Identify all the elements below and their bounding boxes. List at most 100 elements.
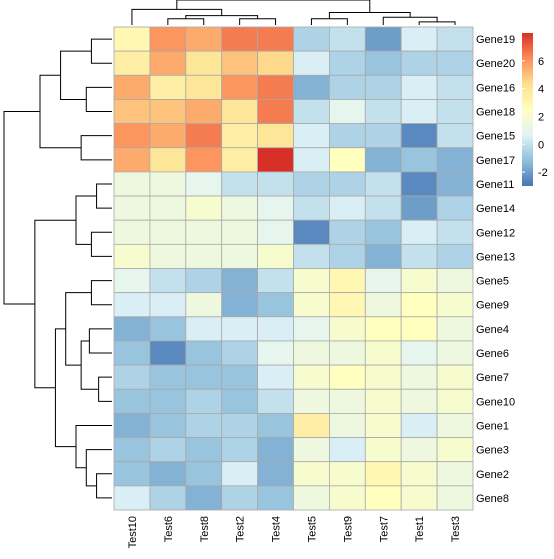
heatmap-cell	[400, 243, 438, 269]
heatmap-cell	[113, 99, 151, 124]
heatmap-cell	[113, 26, 151, 52]
heatmap-cell	[221, 26, 258, 52]
colorbar-legend: 6 4 2 0 -2	[522, 33, 548, 186]
row-label: Gene8	[476, 493, 509, 505]
heatmap-cell	[328, 171, 366, 197]
heatmap-cell	[257, 171, 294, 197]
heatmap-cell	[221, 243, 258, 269]
heatmap-cell	[293, 364, 330, 390]
row-label: Gene9	[476, 300, 509, 312]
heatmap-cell	[257, 316, 294, 342]
heatmap-cell	[185, 26, 223, 52]
heatmap-cell	[400, 171, 438, 197]
heatmap-cell	[113, 364, 151, 390]
heatmap-cell	[149, 364, 187, 390]
heatmap-cell	[221, 74, 258, 100]
heatmap-cell	[364, 195, 402, 221]
row-label: Gene5	[476, 276, 509, 288]
dendrogram-branch	[3, 111, 40, 305]
heatmap-cell	[257, 219, 294, 245]
heatmap-cell	[293, 388, 330, 414]
heatmap-cell	[293, 99, 330, 124]
heatmap-cell	[293, 219, 330, 245]
heatmap-cell	[257, 388, 294, 414]
heatmap-cell	[293, 243, 330, 269]
heatmap-cell	[400, 364, 438, 390]
heatmap-cell	[257, 292, 294, 318]
column-label: Test2	[235, 516, 247, 542]
dendrogram-branch	[418, 21, 456, 25]
column-label: Test7	[378, 516, 390, 542]
heatmap-cell	[185, 219, 223, 245]
heatmap-cell	[328, 50, 366, 76]
heatmap-cell	[185, 50, 223, 76]
heatmap-cell	[113, 316, 151, 342]
heatmap-cell	[221, 268, 258, 294]
heatmap-cell	[364, 340, 402, 366]
heatmap-cell	[149, 461, 187, 487]
heatmap-cell	[293, 171, 330, 197]
heatmap-cell	[364, 268, 402, 294]
heatmap-cell	[257, 437, 294, 463]
heatmap-cell	[364, 50, 402, 76]
heatmap-cell	[293, 195, 330, 221]
row-label: Gene15	[476, 131, 515, 143]
dendrogram-branch	[239, 18, 277, 25]
heatmap-cell	[221, 485, 258, 511]
heatmap-cell	[328, 412, 366, 438]
heatmap-cell	[436, 219, 474, 245]
heatmap-cell	[436, 195, 474, 221]
heatmap-cell	[436, 412, 474, 438]
heatmap-cell	[185, 340, 223, 366]
heatmap-cells	[113, 26, 474, 511]
heatmap-cell	[113, 74, 151, 100]
heatmap-cell	[149, 171, 187, 197]
column-label: Test9	[342, 516, 354, 542]
heatmap-cell	[221, 316, 258, 342]
heatmap-cell	[436, 123, 474, 149]
colorbar-gradient	[522, 33, 533, 186]
heatmap-cell	[113, 412, 151, 438]
heatmap-cell	[149, 195, 187, 221]
heatmap-cell	[436, 268, 474, 294]
dendrogram-branch	[85, 449, 112, 487]
heatmap-cell	[293, 316, 330, 342]
dendrogram-branch	[80, 340, 99, 390]
heatmap-cell	[113, 219, 151, 245]
heatmap-cell	[400, 26, 438, 52]
heatmap-cell	[400, 461, 438, 487]
heatmap-cell	[113, 388, 151, 414]
heatmap-cell	[221, 364, 258, 390]
heatmap-cell	[257, 195, 294, 221]
dendrogram-branch	[328, 12, 411, 19]
row-labels: Gene19 Gene20 Gene16 Gene18 Gene15 Gene17 Gene…	[476, 34, 515, 505]
heatmap-cell	[364, 485, 402, 511]
heatmap-cell	[149, 219, 187, 245]
heatmap-cell	[364, 437, 402, 463]
dendrogram-branch	[90, 231, 112, 257]
heatmap-cell	[149, 340, 187, 366]
heatmap-cell	[257, 147, 294, 173]
row-label: Gene13	[476, 251, 515, 263]
heatmap-cell	[364, 461, 402, 487]
dendrogram-branch	[75, 424, 112, 469]
heatmap-cell	[149, 147, 187, 173]
heatmap-cell	[185, 485, 223, 511]
heatmap-cell	[400, 74, 438, 100]
heatmap-cell	[185, 268, 223, 294]
heatmap-cell	[221, 147, 258, 173]
heatmap-cell	[113, 123, 151, 149]
heatmap-cell	[364, 412, 402, 438]
heatmap-cell	[436, 292, 474, 318]
heatmap-cell	[185, 147, 223, 173]
heatmap-cell	[149, 292, 187, 318]
heatmap-cell	[364, 99, 402, 124]
heatmap-cell	[185, 316, 223, 342]
dendrogram-branch	[310, 18, 348, 25]
heatmap-cell	[436, 50, 474, 76]
heatmap-cell	[436, 171, 474, 197]
heatmap-cell	[113, 485, 151, 511]
colorbar-tick-label: 0	[538, 139, 544, 151]
heatmap-cell	[436, 74, 474, 100]
heatmap-cell	[328, 292, 366, 318]
